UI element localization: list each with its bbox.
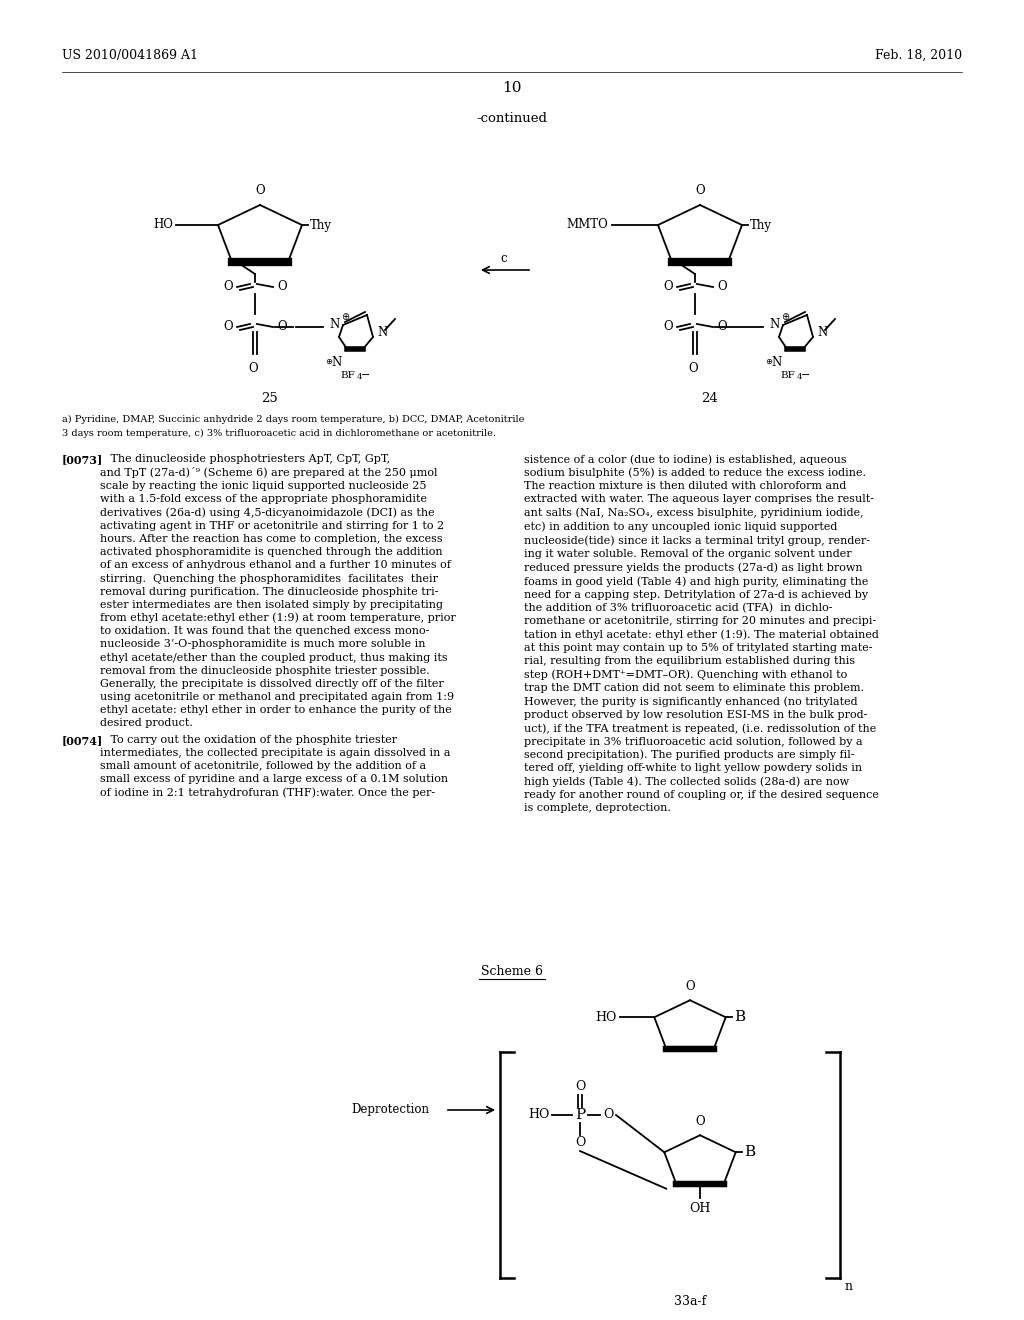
Text: −: − (361, 370, 371, 380)
Text: HO: HO (528, 1109, 550, 1122)
Text: O: O (248, 362, 258, 375)
Text: −: − (801, 370, 810, 380)
Text: O: O (574, 1081, 585, 1093)
Text: US 2010/0041869 A1: US 2010/0041869 A1 (62, 49, 198, 62)
Text: ⊕: ⊕ (341, 312, 349, 322)
Text: O: O (603, 1109, 613, 1122)
Text: B: B (734, 1010, 744, 1024)
Text: [0073]: [0073] (62, 454, 103, 465)
Text: HO: HO (595, 1011, 616, 1024)
Text: O: O (223, 281, 233, 293)
Text: O: O (695, 1115, 705, 1129)
Text: 25: 25 (261, 392, 279, 405)
Text: O: O (278, 281, 287, 293)
Text: B: B (743, 1146, 755, 1159)
Text: Deprotection: Deprotection (351, 1104, 429, 1117)
Text: O: O (717, 321, 727, 334)
Text: 4: 4 (357, 374, 362, 381)
Text: O: O (664, 281, 673, 293)
Text: N: N (817, 326, 827, 338)
Text: The dinucleoside phosphotriesters ApT, CpT, GpT,
and TpT (27a-d)´⁹ (Scheme 6) ar: The dinucleoside phosphotriesters ApT, C… (100, 454, 456, 727)
Text: ⊕: ⊕ (766, 358, 772, 367)
Text: O: O (278, 321, 287, 334)
Text: BF: BF (340, 371, 354, 380)
Text: N: N (330, 318, 340, 331)
Text: P: P (574, 1107, 585, 1122)
Text: N: N (332, 355, 342, 368)
Text: HO: HO (154, 219, 173, 231)
Text: O: O (717, 281, 727, 293)
Text: Thy: Thy (750, 219, 772, 231)
Text: [0074]: [0074] (62, 735, 103, 746)
Text: N: N (772, 355, 782, 368)
Text: O: O (223, 321, 233, 334)
Text: O: O (255, 183, 265, 197)
Text: n: n (845, 1280, 853, 1294)
Text: 3 days room temperature, c) 3% trifluoroacetic acid in dichloromethane or aceton: 3 days room temperature, c) 3% trifluoro… (62, 429, 496, 438)
Text: O: O (695, 183, 705, 197)
Text: 33a-f: 33a-f (674, 1295, 707, 1308)
Text: MMTO: MMTO (566, 219, 608, 231)
Text: Thy: Thy (310, 219, 332, 231)
Text: 24: 24 (701, 392, 719, 405)
Text: c: c (501, 252, 507, 264)
Text: BF: BF (780, 371, 795, 380)
Text: Scheme 6: Scheme 6 (481, 965, 543, 978)
Text: N: N (770, 318, 780, 331)
Text: OH: OH (689, 1201, 711, 1214)
Text: -continued: -continued (476, 111, 548, 124)
Text: 4: 4 (797, 374, 803, 381)
Text: O: O (664, 321, 673, 334)
Text: sistence of a color (due to iodine) is established, aqueous
sodium bisulphite (5: sistence of a color (due to iodine) is e… (524, 454, 879, 813)
Text: O: O (574, 1137, 585, 1150)
Text: ⊕: ⊕ (781, 312, 790, 322)
Text: O: O (685, 981, 695, 993)
Text: O: O (688, 362, 697, 375)
Text: a) Pyridine, DMAP, Succinic anhydride 2 days room temperature, b) DCC, DMAP, Ace: a) Pyridine, DMAP, Succinic anhydride 2 … (62, 414, 524, 424)
Text: To carry out the oxidation of the phosphite triester
intermediates, the collecte: To carry out the oxidation of the phosph… (100, 735, 451, 799)
Text: N: N (377, 326, 387, 338)
Text: ⊕: ⊕ (326, 358, 333, 367)
Text: Feb. 18, 2010: Feb. 18, 2010 (874, 49, 962, 62)
Text: 10: 10 (502, 81, 522, 95)
